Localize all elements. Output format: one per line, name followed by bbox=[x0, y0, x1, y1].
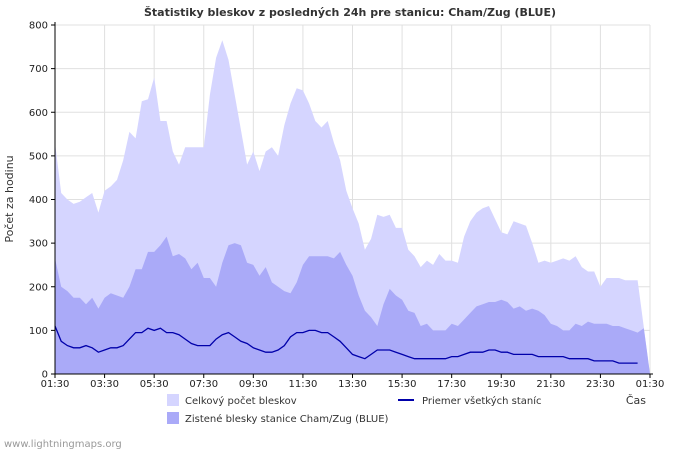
series-2-area bbox=[55, 236, 650, 374]
x-axis-title: Čas bbox=[626, 394, 646, 407]
tick-label-layer: 0 100 200 300 400 500 600 700 800 01:30 03:30 05:30… bbox=[29, 21, 665, 391]
x-tick-label: 01:30 bbox=[636, 379, 665, 390]
axis-layer bbox=[51, 22, 653, 378]
legend-label: Celkový počet bleskov bbox=[185, 395, 297, 407]
x-tick-label: 09:30 bbox=[239, 379, 268, 390]
y-tick-label: 0 bbox=[42, 370, 48, 381]
y-tick-label: 400 bbox=[29, 195, 48, 206]
x-tick-label: 15:30 bbox=[388, 379, 417, 390]
legend-label: Zistené blesky stanice Cham/Zug (BLUE) bbox=[185, 413, 389, 425]
x-tick-label: 17:30 bbox=[437, 379, 466, 390]
legend: Celkový počet bleskov Priemer všetkých st… bbox=[167, 394, 542, 425]
y-tick-label: 700 bbox=[29, 64, 48, 75]
x-tick-label: 11:30 bbox=[289, 379, 318, 390]
y-tick-label: 600 bbox=[29, 108, 48, 119]
legend-swatch bbox=[167, 394, 179, 406]
x-tick-label: 21:30 bbox=[536, 379, 565, 390]
chart-title: Štatistiky bleskov z posledných 24h pre … bbox=[144, 6, 556, 19]
legend-label: Priemer všetkých staníc bbox=[422, 395, 542, 407]
y-tick-label: 300 bbox=[29, 239, 48, 250]
x-tick-label: 23:30 bbox=[586, 379, 615, 390]
y-axis-title: Počet za hodinu bbox=[3, 155, 16, 242]
x-tick-label: 19:30 bbox=[487, 379, 516, 390]
x-tick-label: 01:30 bbox=[41, 379, 70, 390]
y-tick-label: 100 bbox=[29, 326, 48, 337]
series-layer bbox=[54, 40, 650, 375]
x-tick-label: 05:30 bbox=[140, 379, 169, 390]
x-tick-label: 07:30 bbox=[189, 379, 218, 390]
y-tick-label: 200 bbox=[29, 282, 48, 293]
series-3-line bbox=[54, 325, 638, 364]
y-tick-label: 500 bbox=[29, 151, 48, 162]
x-tick-label: 13:30 bbox=[338, 379, 367, 390]
legend-swatch bbox=[167, 412, 179, 424]
site-watermark: www.lightningmaps.org bbox=[4, 439, 122, 450]
y-tick-label: 800 bbox=[29, 21, 48, 32]
x-tick-label: 03:30 bbox=[90, 379, 119, 390]
